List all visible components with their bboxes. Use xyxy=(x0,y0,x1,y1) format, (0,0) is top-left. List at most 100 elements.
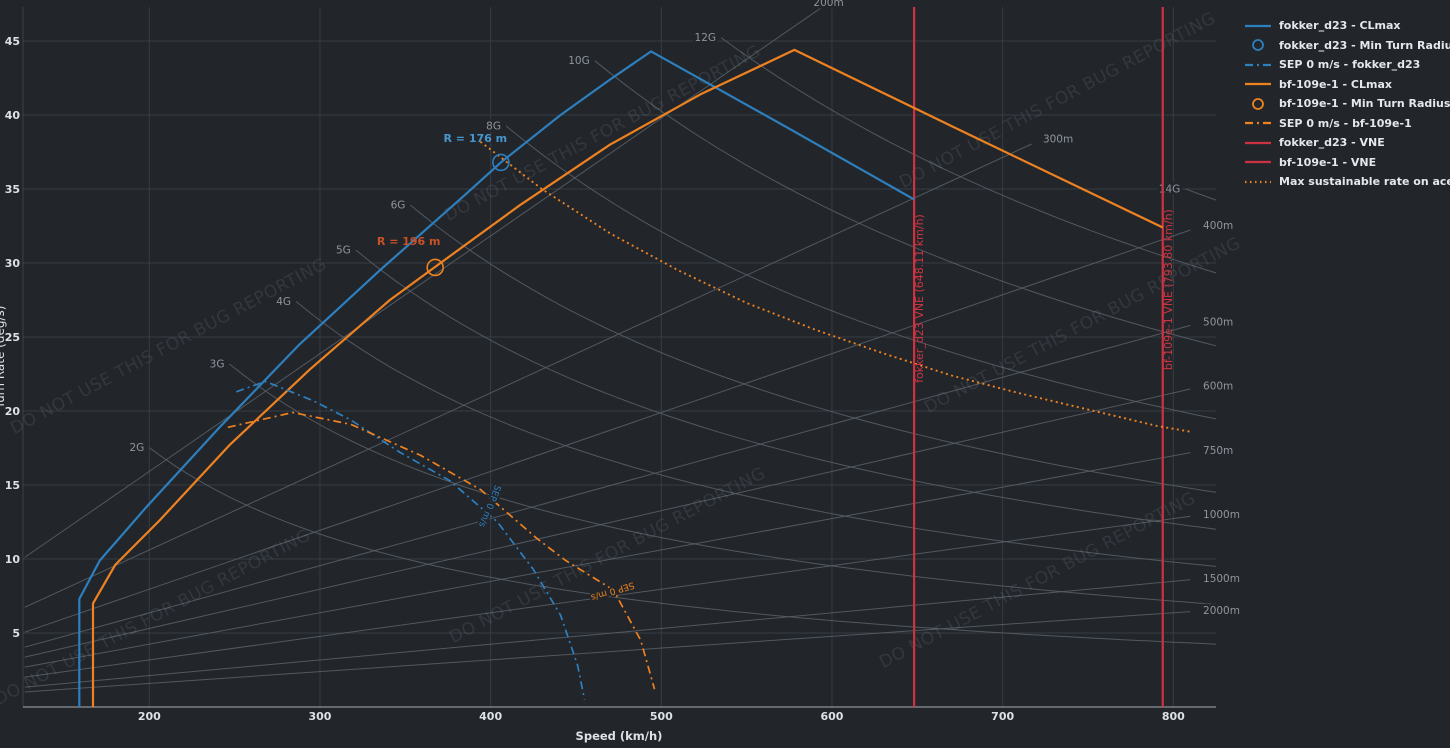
legend-label: fokker_d23 - Min Turn Radius xyxy=(1279,38,1450,52)
y-tick-label: 20 xyxy=(5,405,21,418)
vne-label: fokker_d23 VNE (648.11 km/h) xyxy=(913,214,926,383)
turn-radius-label: 200m xyxy=(813,0,843,9)
g-load-label: 5G xyxy=(336,244,351,256)
y-tick-label: 35 xyxy=(5,183,20,196)
legend-item: bf-109e-1 - VNE xyxy=(1244,153,1450,173)
min-turn-radius-marker xyxy=(426,258,444,277)
turn-radius-label: 2000m xyxy=(1203,605,1240,617)
legend-label: bf-109e-1 - CLmax xyxy=(1279,77,1392,91)
series-sep0-fokker_d23 xyxy=(236,380,586,700)
x-tick-label: 300 xyxy=(308,710,331,723)
series-clmax-bf-109e-1 xyxy=(91,48,1164,707)
turn-radius-label: 500m xyxy=(1203,316,1233,328)
watermark-text: DO NOT USE THIS FOR BUG REPORTING xyxy=(896,8,1219,192)
legend-item: Max sustainable rate on ace crew (7.5G) xyxy=(1244,172,1450,192)
g-load-label: 2G xyxy=(129,442,144,454)
watermark-text: DO NOT USE THIS FOR BUG REPORTING xyxy=(876,488,1199,672)
turn-radius-label: 300m xyxy=(1043,133,1073,145)
legend-marker xyxy=(1252,97,1264,110)
min-turn-radius-annotation: R = 176 m xyxy=(443,132,507,145)
g-load-line-14G xyxy=(1185,188,1217,201)
turn-radius-line-200m xyxy=(24,0,834,558)
reference-fan-layer xyxy=(24,0,1217,693)
g-load-label: 6G xyxy=(391,200,406,212)
y-tick-label: 15 xyxy=(5,479,20,492)
legend-swatch-circle xyxy=(1252,97,1264,110)
watermark-text: DO NOT USE THIS FOR BUG REPORTING xyxy=(0,525,314,709)
legend-label: Max sustainable rate on ace crew (7.5G) xyxy=(1279,175,1450,189)
turn-radius-line-750m xyxy=(24,452,1191,668)
min-turn-radius-marker xyxy=(492,153,510,172)
g-load-line-10G xyxy=(594,60,1217,347)
sep-curve-label: SEP 0 m/s xyxy=(589,579,635,602)
legend-swatch-line xyxy=(1245,83,1271,86)
g-load-line-12G xyxy=(720,37,1217,274)
legend-swatch-dashdot xyxy=(1245,63,1271,66)
legend-marker xyxy=(1252,39,1264,52)
annotation-layer: fokker_d23 VNE (648.11 km/h) bf-109e-1 VN… xyxy=(377,132,1175,604)
legend-label: bf-109e-1 - VNE xyxy=(1279,155,1377,169)
vne-label: bf-109e-1 VNE (793.80 km/h) xyxy=(1162,209,1175,370)
turn-radius-line-500m xyxy=(24,324,1191,648)
g-load-line-6G xyxy=(410,204,1217,493)
turn-radius-label: 1000m xyxy=(1203,509,1240,521)
legend-item: bf-109e-1 - CLmax xyxy=(1244,75,1450,95)
reference-fan-labels: 2G3G4G5G6G8G10G12G14G200m300m400m500m600… xyxy=(127,0,1243,620)
y-tick-label: 10 xyxy=(5,553,21,566)
series-sep0-bf-109e-1 xyxy=(227,411,656,690)
legend-label: SEP 0 m/s - fokker_d23 xyxy=(1279,58,1421,72)
x-tick-label: 600 xyxy=(821,710,844,723)
legend-label: bf-109e-1 - Min Turn Radius xyxy=(1279,97,1450,111)
legend-label: fokker_d23 - CLmax xyxy=(1279,19,1401,33)
legend-item: SEP 0 m/s - bf-109e-1 xyxy=(1244,114,1450,134)
y-tick-label: 5 xyxy=(12,627,20,640)
legend-swatch-dashdot xyxy=(1245,122,1271,125)
g-load-label: 8G xyxy=(486,120,501,132)
y-tick-label: 25 xyxy=(5,331,20,344)
turn-radius-line-2000m xyxy=(24,611,1191,693)
x-tick-label: 500 xyxy=(650,710,673,723)
g-load-label: 10G xyxy=(568,55,590,67)
chart-title: Turn Performance xyxy=(642,0,783,4)
series-max-sustainable-7g5 xyxy=(479,140,1191,433)
x-axis-label: Speed (km/h) xyxy=(575,729,663,743)
x-tick-label: 200 xyxy=(138,710,161,723)
y-tick-label: 45 xyxy=(5,35,20,48)
turn-radius-line-600m xyxy=(24,388,1191,658)
series-clmax-fokker_d23 xyxy=(78,50,915,707)
g-load-line-5G xyxy=(355,249,1217,530)
legend-swatch-line xyxy=(1245,141,1271,144)
legend-swatch-line xyxy=(1245,161,1271,164)
turn-radius-label: 750m xyxy=(1203,445,1233,457)
g-load-line-8G xyxy=(505,125,1217,420)
x-tick-label: 400 xyxy=(479,710,502,723)
y-axis-label: Turn Rate (deg/s) xyxy=(0,305,7,409)
legend-swatch-circle xyxy=(1252,39,1264,52)
turn-radius-label: 400m xyxy=(1203,220,1233,232)
min-turn-radius-annotation: R = 196 m xyxy=(377,235,441,248)
g-load-line-2G xyxy=(149,447,1216,645)
watermark-text: DO NOT USE THIS FOR BUG REPORTING xyxy=(921,233,1244,417)
legend-item: bf-109e-1 - Min Turn Radius xyxy=(1244,94,1450,114)
legend-swatch-dotted xyxy=(1245,180,1271,183)
turn-radius-line-300m xyxy=(24,143,1032,608)
x-tick-label: 800 xyxy=(1162,710,1185,723)
turn-radius-label: 600m xyxy=(1203,381,1233,393)
legend-item: fokker_d23 - Min Turn Radius xyxy=(1244,36,1450,56)
turn-radius-line-400m xyxy=(24,229,1191,633)
turn-radius-line-1000m xyxy=(24,515,1191,678)
y-tick-label: 30 xyxy=(5,257,21,270)
legend: fokker_d23 - CLmax fokker_d23 - Min Turn … xyxy=(1244,16,1450,192)
g-load-label: 4G xyxy=(276,296,291,308)
g-load-label: 12G xyxy=(695,32,717,44)
g-load-label: 3G xyxy=(210,359,225,371)
g-load-line-4G xyxy=(295,301,1217,567)
y-tick-label: 40 xyxy=(5,109,21,122)
x-tick-label: 700 xyxy=(991,710,1014,723)
grid-layer: 200 300 400 500 600 700 800 5 10 15 20 25 30 35 40 45 xyxy=(5,7,1216,723)
legend-item: fokker_d23 - VNE xyxy=(1244,133,1450,153)
legend-item: fokker_d23 - CLmax xyxy=(1244,16,1450,36)
legend-label: SEP 0 m/s - bf-109e-1 xyxy=(1279,116,1412,130)
